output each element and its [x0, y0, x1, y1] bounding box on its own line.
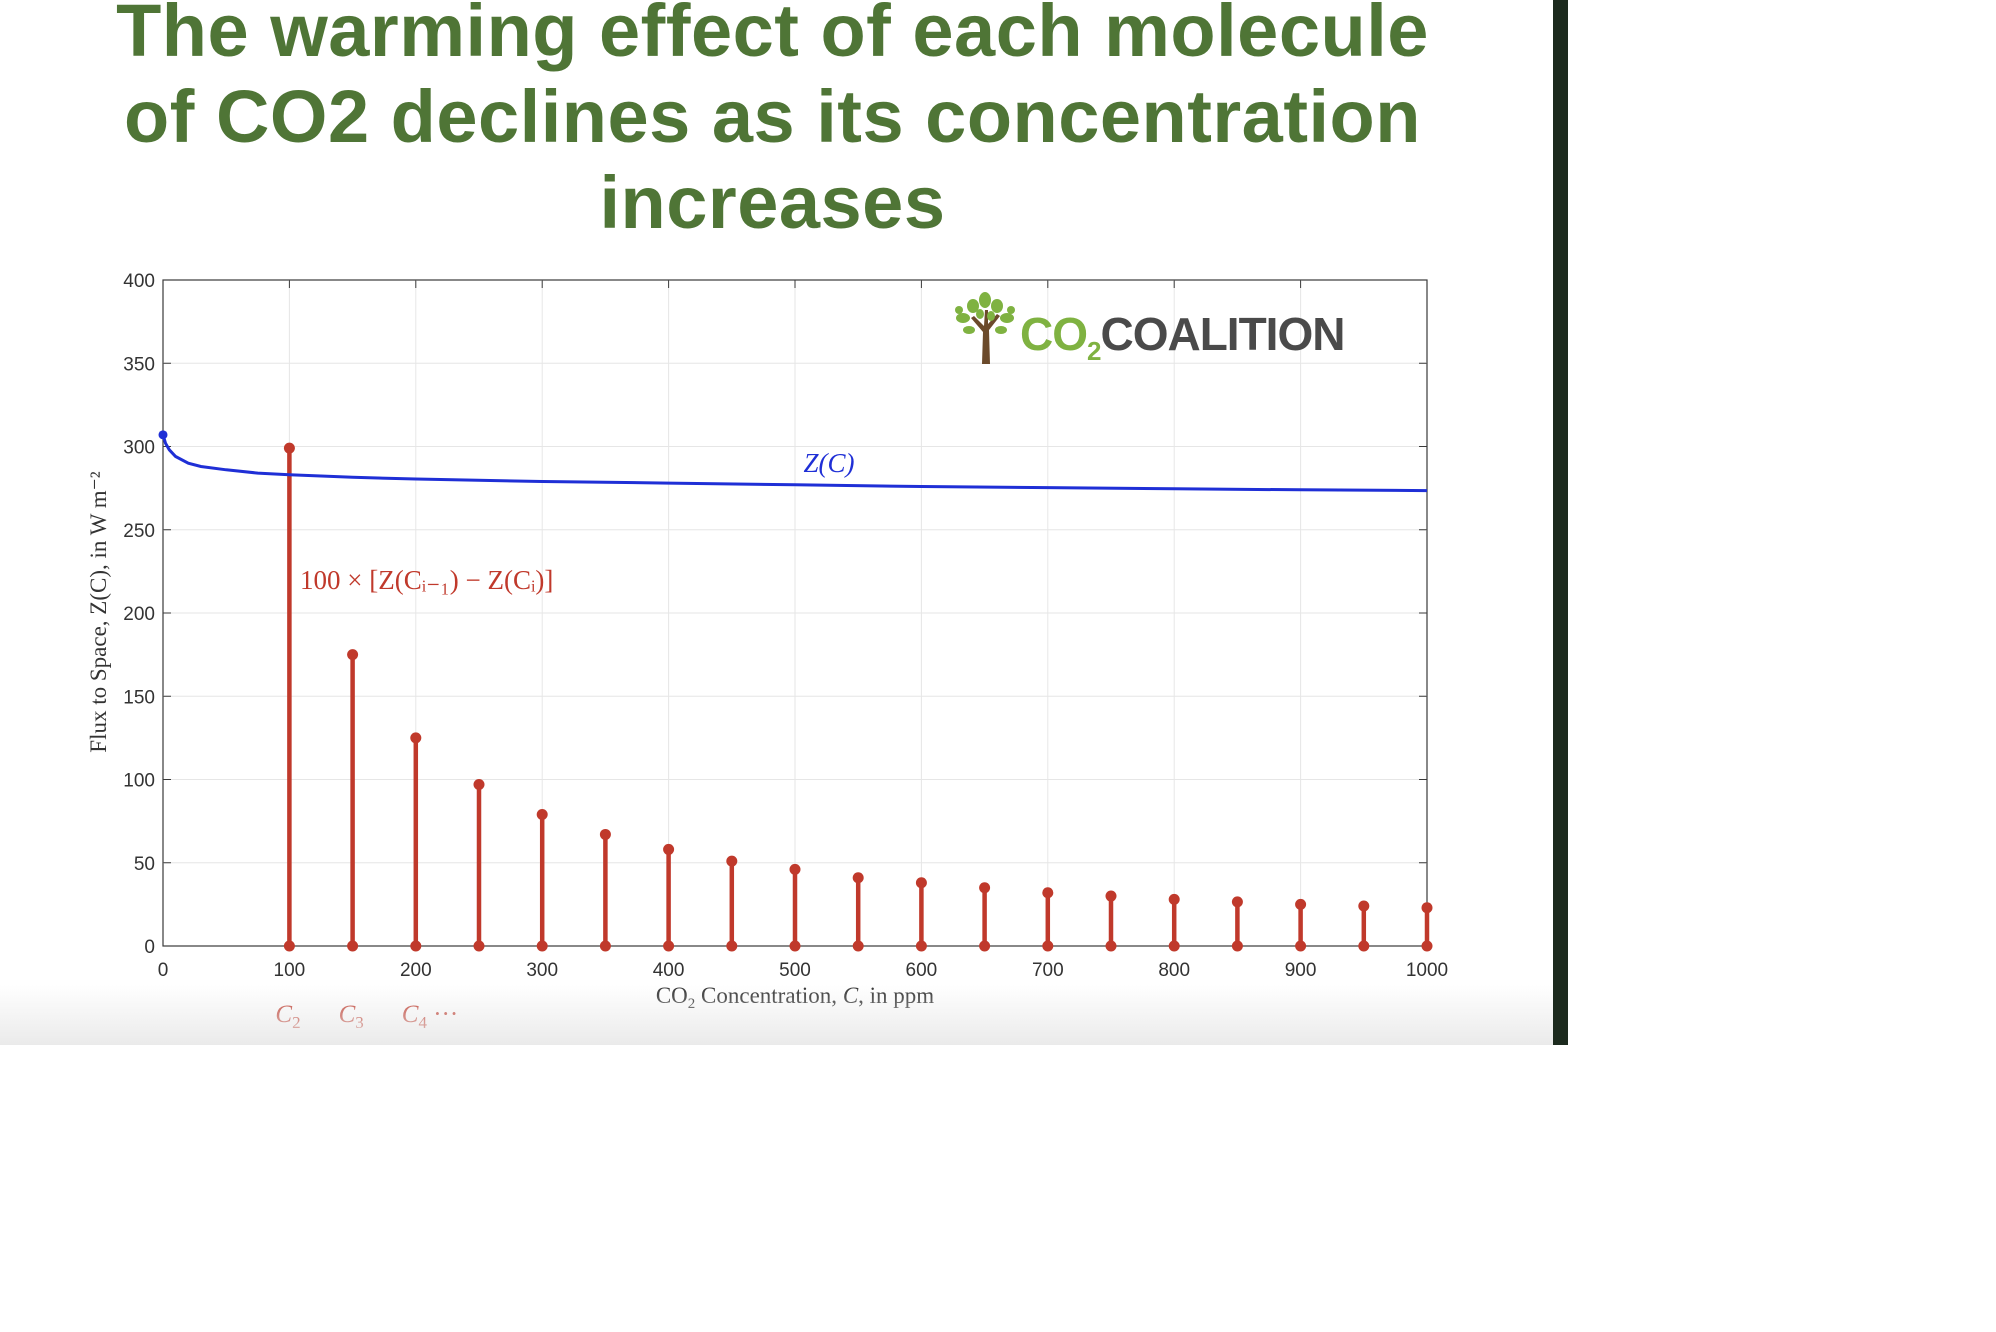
stem-base-marker [663, 940, 675, 952]
x-tick-label: 600 [906, 960, 938, 981]
logo-co: CO [1020, 308, 1087, 360]
stem-top-marker [283, 442, 295, 454]
z-curve-line [161, 434, 1428, 493]
y-tick-label: 350 [123, 354, 155, 375]
stem-top-marker [1168, 893, 1180, 905]
stem-base-marker [1295, 940, 1307, 952]
z-curve-start-point [158, 430, 168, 440]
stem-top-marker [979, 882, 991, 894]
stem-base-marker [852, 940, 864, 952]
stem-top-marker [1421, 902, 1433, 914]
stem-base-marker [1358, 940, 1370, 952]
stem-top-marker [347, 649, 359, 661]
stem-base-marker [347, 940, 359, 952]
stem-top-marker [1105, 890, 1117, 902]
stem-top-marker [536, 808, 548, 820]
stem-top-marker [410, 732, 422, 744]
tree-icon [955, 292, 1015, 364]
y-axis-title: Flux to Space, Z(C), in W m⁻² [86, 471, 111, 752]
stem-top-marker [663, 843, 675, 855]
stem-top-marker [852, 872, 864, 884]
c-step-label: C2 [275, 1001, 300, 1032]
stem-base-marker [1105, 940, 1117, 952]
right-edge-bar [1553, 0, 1568, 1045]
stem-base-marker [915, 940, 927, 952]
x-tick-label: 700 [1032, 960, 1064, 981]
axis-ticks: 0 100 200 300 400 500 600 700 800 900 1000 0 50 100 15… [123, 271, 1448, 981]
x-tick-label: 100 [274, 960, 306, 981]
stem-base-marker [789, 940, 801, 952]
stem-top-marker [473, 778, 485, 790]
x-tick-label: 400 [653, 960, 685, 981]
concentration-step-labels: C2 C3 C4 ··· [275, 1001, 458, 1032]
stem-top-marker [1042, 887, 1054, 899]
x-tick-label: 900 [1285, 960, 1317, 981]
y-tick-label: 100 [123, 771, 155, 792]
stem-top-marker [1231, 896, 1243, 908]
stem-base-marker [536, 940, 548, 952]
stem-base-marker [599, 940, 611, 952]
stem-base-marker [1042, 940, 1054, 952]
x-tick-label: 200 [400, 960, 432, 981]
title-line-2: of CO2 declines as its concentration [124, 75, 1421, 158]
x-axis-title: CO2 Concentration, C, in ppm [656, 983, 934, 1012]
stem-top-marker [726, 855, 738, 867]
page-title: The warming effect of each molecule of C… [0, 0, 1545, 246]
stem-base-marker [979, 940, 991, 952]
stem-series-label: 100 × [Z(Cᵢ₋₁) − Z(Cᵢ)] [300, 565, 553, 595]
stem-top-marker [915, 877, 927, 889]
x-tick-label: 0 [158, 960, 169, 981]
coalition-logo: CO2COALITION [955, 292, 1345, 366]
stem-base-marker [1231, 940, 1243, 952]
y-tick-label: 200 [123, 604, 155, 625]
stem-base-marker [726, 940, 738, 952]
y-tick-label: 0 [144, 937, 155, 958]
flux-chart: 0 100 200 300 400 500 600 700 800 900 1000 0 50 100 15… [86, 271, 1448, 1032]
y-tick-label: 150 [123, 687, 155, 708]
stem-top-marker [599, 828, 611, 840]
title-line-1: The warming effect of each molecule [116, 0, 1429, 72]
y-tick-label: 50 [134, 854, 155, 875]
logo-sub: 2 [1087, 336, 1101, 366]
c-step-label: C4 ··· [402, 1001, 458, 1032]
stem-base-marker [410, 940, 422, 952]
z-curve-label: Z(C) [803, 448, 854, 478]
stem-base-marker [1421, 940, 1433, 952]
stem-top-marker [1295, 898, 1307, 910]
title-line-3: increases [599, 161, 946, 244]
logo-coalition: COALITION [1100, 308, 1344, 360]
x-tick-label: 300 [526, 960, 558, 981]
x-tick-label: 500 [779, 960, 811, 981]
x-tick-label: 800 [1158, 960, 1190, 981]
stem-top-marker [1358, 900, 1370, 912]
c-step-label: C3 [339, 1001, 364, 1032]
stem-base-marker [1168, 940, 1180, 952]
y-tick-label: 250 [123, 521, 155, 542]
stem-series [283, 442, 1433, 952]
x-tick-label: 1000 [1406, 960, 1448, 981]
logo-text: CO2COALITION [1020, 308, 1344, 366]
y-tick-label: 300 [123, 438, 155, 459]
stem-base-marker [473, 940, 485, 952]
stem-base-marker [283, 940, 295, 952]
stem-top-marker [789, 863, 801, 875]
y-tick-label: 400 [123, 271, 155, 292]
